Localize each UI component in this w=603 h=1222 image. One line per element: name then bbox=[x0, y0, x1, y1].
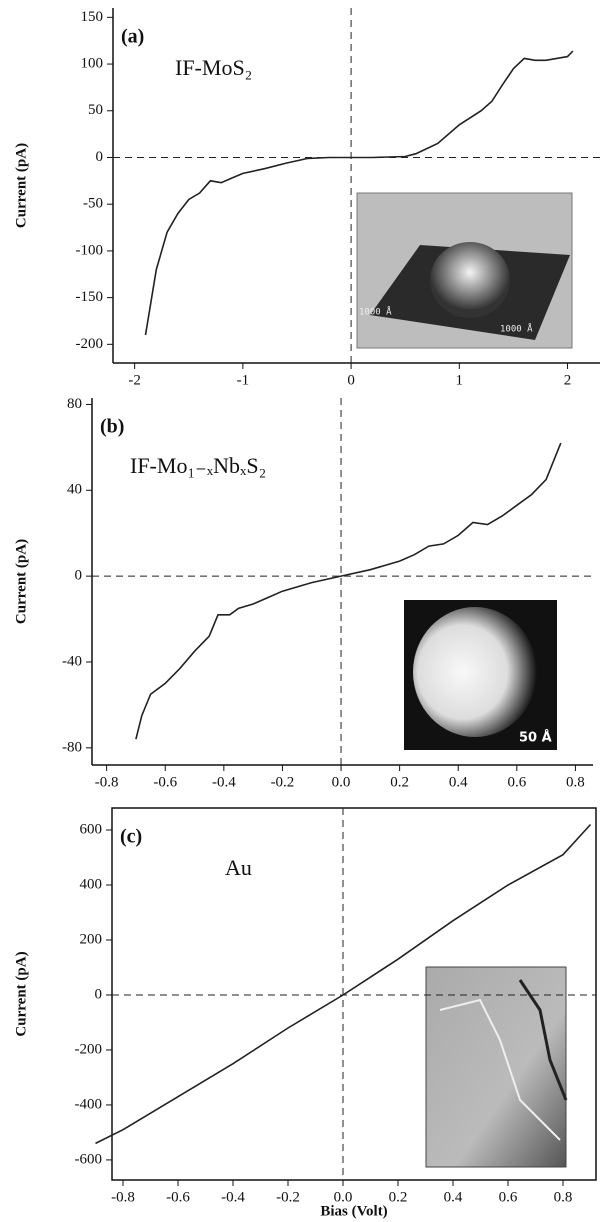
y-tick-label: 0 bbox=[95, 986, 103, 1002]
y-tick-label: 0 bbox=[75, 568, 83, 584]
x-tick-label: -0.4 bbox=[221, 1189, 245, 1205]
y-tick-label: -400 bbox=[75, 1096, 103, 1112]
inset-label: 50 Å bbox=[519, 730, 552, 746]
inset-b bbox=[404, 600, 557, 750]
x-tick-label: -0.2 bbox=[271, 774, 295, 790]
annotation: Au bbox=[225, 855, 252, 880]
x-tick-label: 0.2 bbox=[390, 774, 409, 790]
y-tick-label: 200 bbox=[80, 931, 103, 947]
y-tick-label: 100 bbox=[81, 55, 104, 71]
x-tick-label: 0.6 bbox=[499, 1189, 518, 1205]
inset-a bbox=[356, 192, 573, 349]
x-tick-label: -0.4 bbox=[212, 774, 236, 790]
panel-label: (c) bbox=[120, 826, 142, 848]
x-tick-label: -0.8 bbox=[111, 1189, 135, 1205]
inset-label: 1000 Å bbox=[359, 306, 392, 318]
y-tick-label: 600 bbox=[80, 821, 103, 837]
x-tick-label: 1 bbox=[456, 372, 464, 388]
y-tick-label: 150 bbox=[81, 9, 104, 25]
panel-label: (a) bbox=[121, 26, 144, 48]
y-axis-title: Current (pA) bbox=[13, 951, 29, 1036]
x-tick-label: -0.2 bbox=[276, 1189, 300, 1205]
x-tick-label: -2 bbox=[128, 372, 141, 388]
y-axis-title: Current (pA) bbox=[13, 143, 29, 228]
inset-c bbox=[425, 966, 568, 1168]
x-tick-label: -0.6 bbox=[166, 1189, 190, 1205]
x-tick-label: 0.0 bbox=[332, 774, 351, 790]
y-tick-label: 80 bbox=[67, 396, 82, 412]
annotation: IF-Mo₁₋ₓNbₓS₂ bbox=[130, 453, 266, 478]
annotation: IF-MoS₂ bbox=[175, 55, 252, 80]
x-tick-label: 2 bbox=[564, 372, 572, 388]
x-tick-label: 0.8 bbox=[554, 1189, 573, 1205]
x-tick-label: 0 bbox=[347, 372, 355, 388]
y-tick-label: -40 bbox=[62, 653, 82, 669]
x-tick-label: 0.2 bbox=[389, 1189, 408, 1205]
y-tick-label: -150 bbox=[76, 289, 104, 305]
data-line bbox=[135, 442, 562, 740]
x-tick-label: -1 bbox=[237, 372, 250, 388]
data-line bbox=[144, 50, 574, 336]
x-tick-label: 0.4 bbox=[449, 774, 468, 790]
plot-frame bbox=[111, 807, 597, 1181]
y-tick-label: -200 bbox=[76, 336, 104, 352]
x-tick-label: 0.4 bbox=[444, 1189, 463, 1205]
y-tick-label: 40 bbox=[67, 482, 82, 498]
x-tick-label: -0.6 bbox=[153, 774, 177, 790]
y-axis-title: Current (pA) bbox=[13, 539, 29, 624]
inset-label: 1000 Å bbox=[500, 323, 533, 335]
y-tick-label: 0 bbox=[96, 149, 104, 165]
x-tick-label: -0.8 bbox=[95, 774, 119, 790]
y-tick-label: -80 bbox=[62, 739, 82, 755]
x-axis-title: Bias (Volt) bbox=[320, 1203, 387, 1219]
y-tick-label: 400 bbox=[80, 876, 103, 892]
panel-label: (b) bbox=[100, 416, 124, 438]
y-tick-label: -50 bbox=[83, 196, 103, 212]
data-line bbox=[95, 823, 592, 1145]
y-tick-label: 50 bbox=[88, 102, 103, 118]
y-tick-label: -100 bbox=[76, 242, 104, 258]
x-tick-label: 0.0 bbox=[334, 1189, 353, 1205]
x-tick-label: 0.8 bbox=[566, 774, 585, 790]
y-tick-label: -600 bbox=[75, 1151, 103, 1167]
x-tick-label: 0.6 bbox=[507, 774, 526, 790]
y-tick-label: -200 bbox=[75, 1041, 103, 1057]
